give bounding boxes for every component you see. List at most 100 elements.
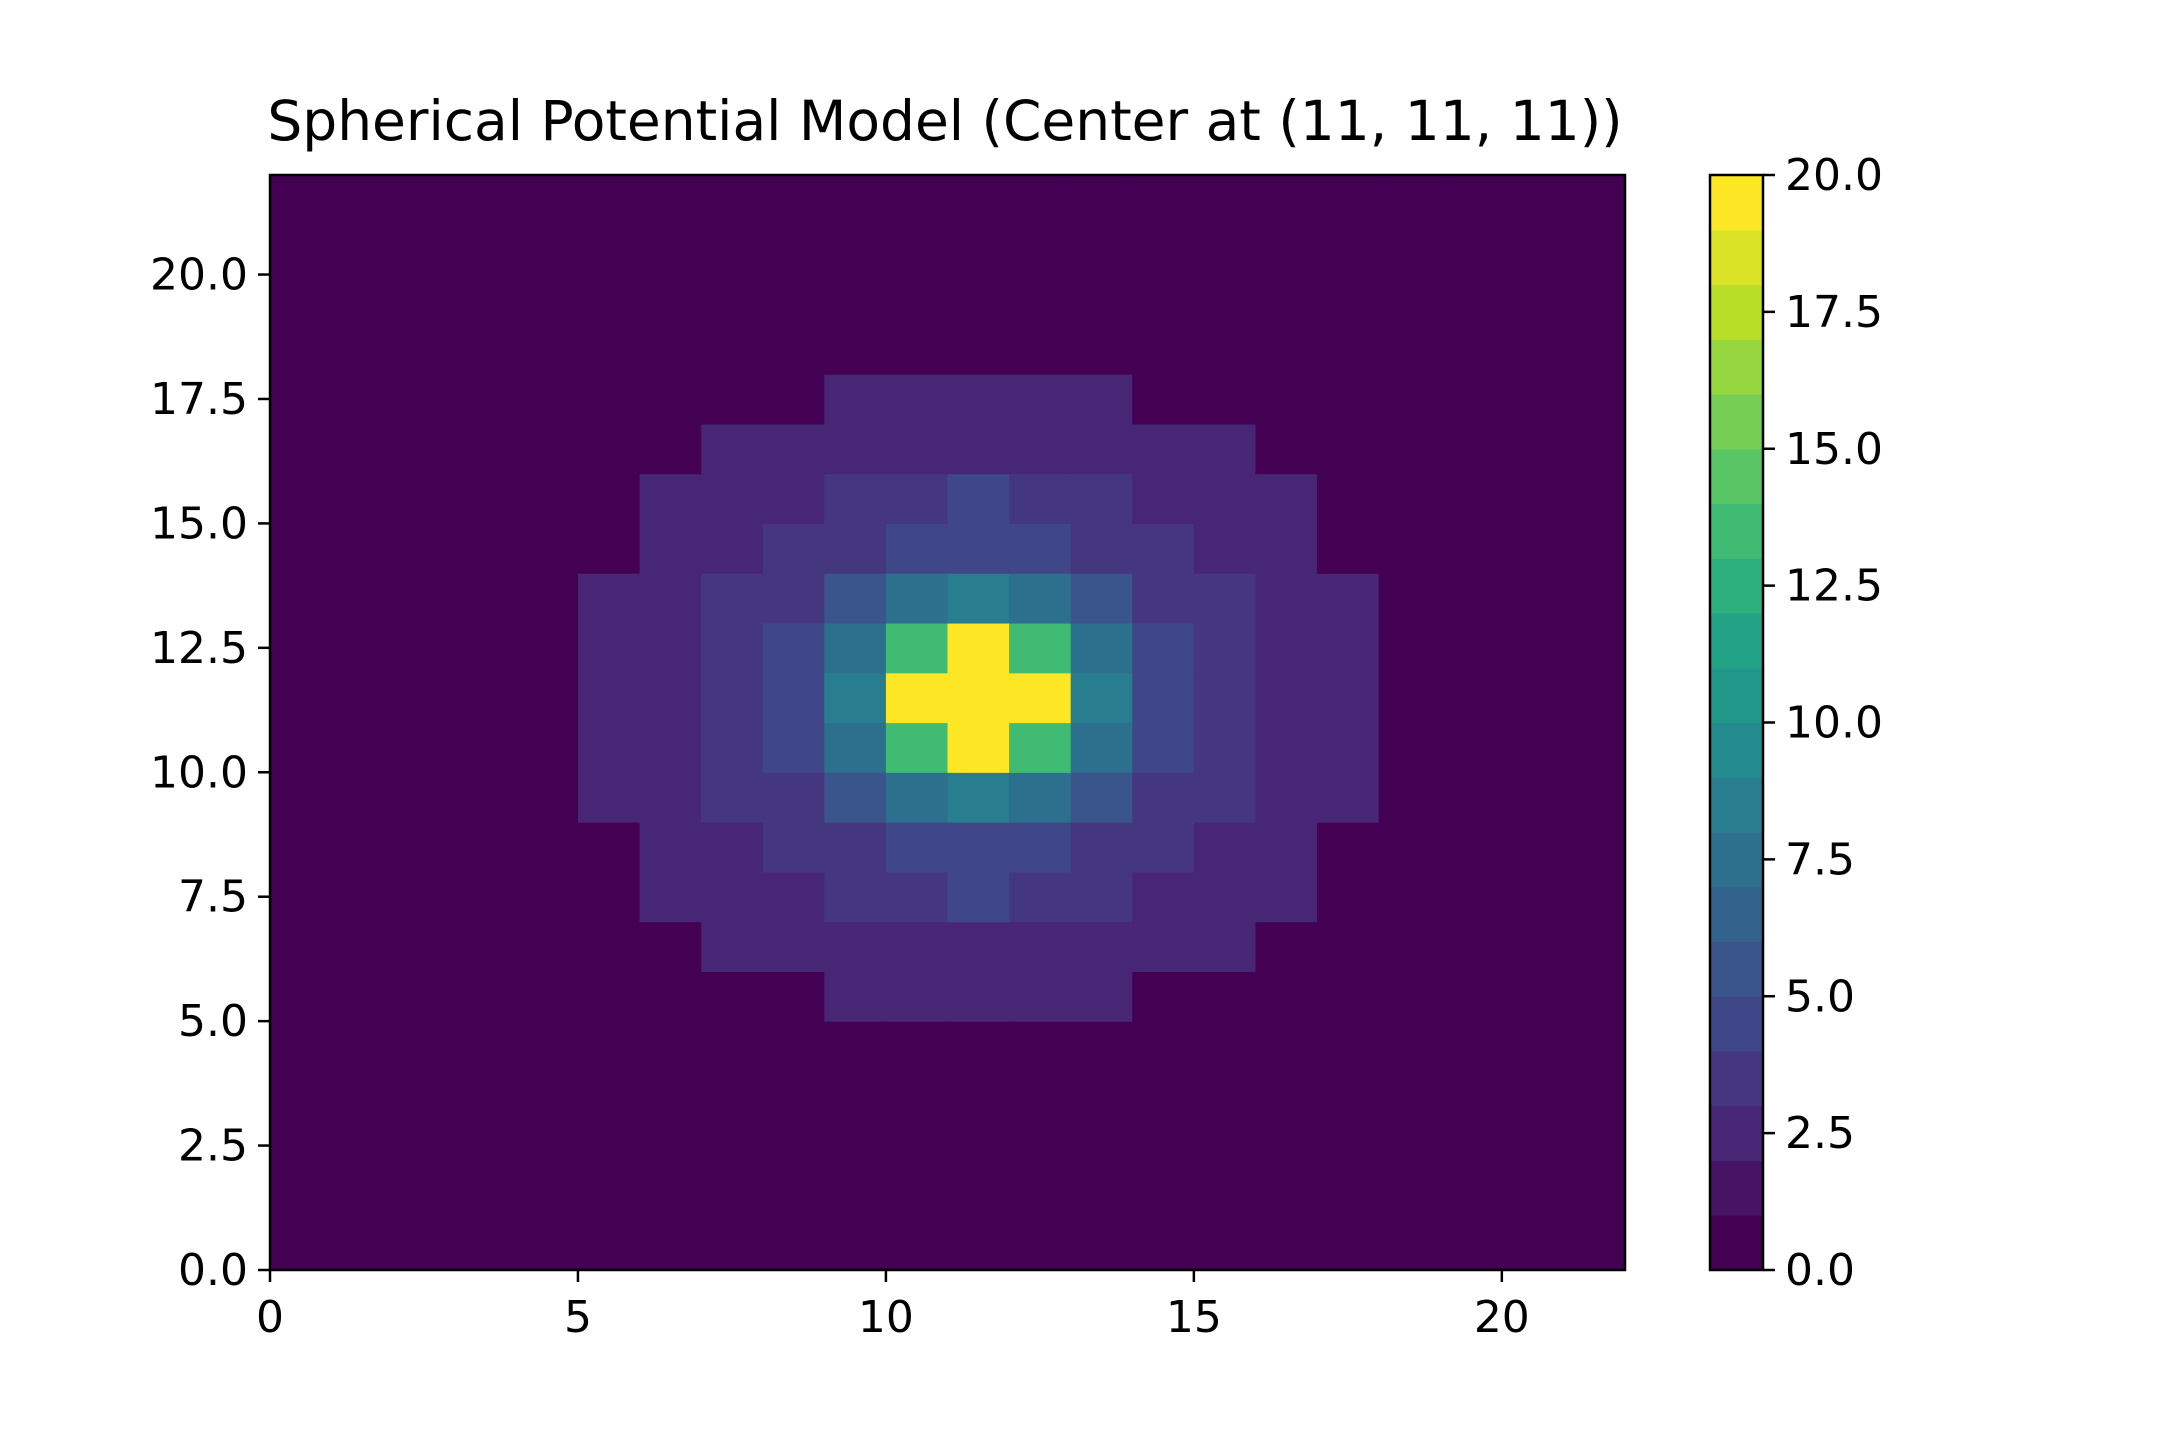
heatmap-cell (270, 921, 333, 972)
heatmap-cell (701, 523, 764, 574)
heatmap-cell (1501, 722, 1565, 773)
heatmap-cell (393, 274, 456, 325)
heatmap-cell (516, 672, 579, 724)
heatmap-cell (762, 871, 825, 923)
heatmap-cell (947, 374, 1010, 425)
heatmap-cell (701, 1070, 764, 1122)
heatmap-cell (1193, 175, 1257, 226)
heatmap-cell (1255, 722, 1318, 773)
heatmap-cell (1070, 1070, 1133, 1122)
heatmap-cell (454, 722, 517, 773)
heatmap-cell (393, 423, 456, 475)
heatmap-cell (1563, 871, 1626, 923)
heatmap-cell (577, 573, 641, 624)
heatmap-cell (824, 772, 887, 823)
heatmap-cell (331, 1070, 394, 1122)
heatmap-cell (824, 573, 887, 624)
heatmap-cell (1132, 1021, 1195, 1072)
heatmap-cell (516, 324, 579, 375)
heatmap-cell (1132, 473, 1195, 525)
heatmap-cell (1009, 324, 1072, 375)
heatmap-cell (1070, 523, 1133, 574)
heatmap-cell (1563, 523, 1626, 574)
colorbar-level (1710, 996, 1763, 1052)
heatmap-cell (516, 374, 579, 425)
heatmap-cell (947, 473, 1010, 525)
heatmap-cell (639, 573, 702, 624)
colorbar-level (1710, 339, 1763, 395)
heatmap-cell (393, 921, 456, 972)
chart-title: Spherical Potential Model (Center at (11… (267, 89, 1622, 153)
heatmap-cell (454, 1120, 517, 1172)
heatmap-cell (1317, 224, 1380, 276)
heatmap-cell (270, 224, 333, 276)
heatmap-cell (1255, 1070, 1318, 1122)
heatmap-cell (1193, 672, 1257, 724)
heatmap-cell (516, 1021, 579, 1072)
heatmap-cell (1070, 1220, 1133, 1271)
heatmap-cell (1009, 1220, 1072, 1271)
heatmap-cell (1440, 1120, 1503, 1172)
heatmap-cell (516, 1120, 579, 1172)
heatmap-cell (454, 772, 517, 823)
heatmap-cell (947, 224, 1010, 276)
heatmap-cell (947, 1070, 1010, 1122)
heatmap-cell (1009, 871, 1072, 923)
heatmap-cell (1070, 573, 1133, 624)
heatmap-cell (1132, 1070, 1195, 1122)
heatmap-cell (331, 871, 394, 923)
heatmap-cell (1378, 523, 1441, 574)
heatmap-cell (762, 175, 825, 226)
heatmap-cell (1009, 971, 1072, 1022)
x-tick-label: 10 (858, 1292, 914, 1343)
heatmap-cell (516, 871, 579, 923)
heatmap-cell (1132, 274, 1195, 325)
heatmap-cell (701, 423, 764, 475)
heatmap-cell (331, 573, 394, 624)
heatmap-cell (1378, 672, 1441, 724)
heatmap-cell (1501, 523, 1565, 574)
heatmap-cell (1070, 871, 1133, 923)
heatmap-cell (1193, 224, 1257, 276)
heatmap-cell (1440, 573, 1503, 624)
heatmap-cell (701, 224, 764, 276)
heatmap-cell (1070, 971, 1133, 1022)
heatmap-cell (577, 274, 641, 325)
heatmap-cell (331, 1120, 394, 1172)
heatmap-cell (1132, 722, 1195, 773)
heatmap-cell (639, 971, 702, 1022)
heatmap-cell (1009, 772, 1072, 823)
heatmap-cell (885, 523, 949, 574)
heatmap-cell (1378, 1120, 1441, 1172)
heatmap-cell (762, 523, 825, 574)
heatmap-cell (1563, 672, 1626, 724)
heatmap-cell (1317, 822, 1380, 873)
heatmap-cell (270, 772, 333, 823)
colorbar-level (1710, 1160, 1763, 1216)
colorbar-tick-label: 17.5 (1785, 287, 1883, 338)
heatmap-cell (639, 423, 702, 475)
heatmap-cell (516, 622, 579, 674)
heatmap-cell (824, 1021, 887, 1072)
heatmap-cell (331, 523, 394, 574)
heatmap-cell (885, 175, 949, 226)
heatmap-cell (639, 722, 702, 773)
heatmap-cell (1193, 274, 1257, 325)
heatmap-cell (1378, 1021, 1441, 1072)
heatmap-cell (577, 1021, 641, 1072)
heatmap-cell (885, 473, 949, 525)
heatmap-cell (701, 1120, 764, 1172)
heatmap-cell (1378, 1170, 1441, 1221)
heatmap-cell (331, 274, 394, 325)
heatmap-cell (1009, 822, 1072, 873)
heatmap-cell (331, 175, 394, 226)
heatmap-cell (1132, 772, 1195, 823)
heatmap-cell (639, 324, 702, 375)
y-tick-label: 2.5 (178, 1121, 248, 1172)
heatmap-cell (947, 573, 1010, 624)
heatmap-cell (393, 1120, 456, 1172)
heatmap-cell (1563, 374, 1626, 425)
colorbar-level (1710, 1051, 1763, 1107)
colorbar-tick-label: 12.5 (1785, 561, 1883, 612)
colorbar-level (1710, 722, 1763, 778)
